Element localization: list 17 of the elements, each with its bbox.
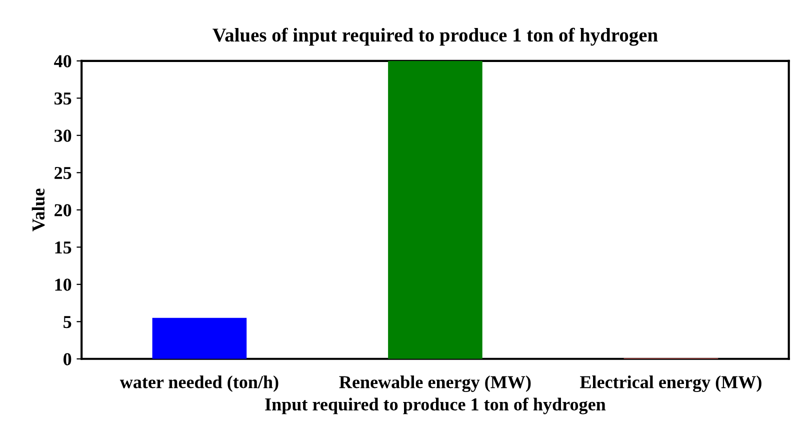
y-tick-label: 20 xyxy=(54,204,72,216)
bar xyxy=(152,318,247,359)
y-tick-label: 25 xyxy=(54,166,72,180)
x-tick-label: Renewable energy (MW) xyxy=(339,376,531,392)
y-tick-label: 35 xyxy=(54,92,72,105)
bar xyxy=(388,60,482,359)
y-axis-title: Value xyxy=(32,188,45,232)
y-tick-label: 0 xyxy=(64,353,72,366)
y-tick-label: 40 xyxy=(54,55,72,68)
x-axis-title: Input required to produce 1 ton of hydrogen xyxy=(265,398,606,414)
y-tick-label: 10 xyxy=(55,278,72,291)
x-tick-label: water needed (ton/h) xyxy=(120,376,278,392)
y-tick-label: 30 xyxy=(54,130,72,142)
y-tick-label: 5 xyxy=(64,316,72,328)
y-tick-label: 15 xyxy=(55,241,72,254)
chart-title: Values of input required to produce 1 ton of hydrogen xyxy=(212,28,658,46)
x-tick-label: Electrical energy (MW) xyxy=(580,376,762,392)
